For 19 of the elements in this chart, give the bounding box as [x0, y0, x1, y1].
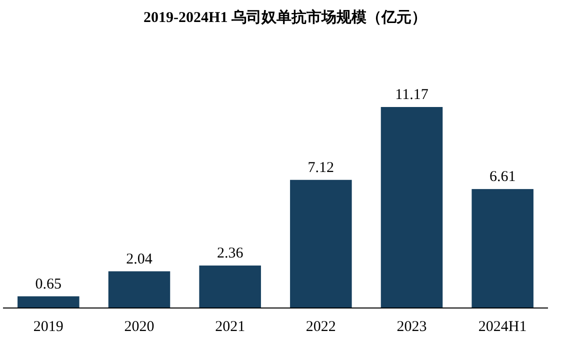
x-tick-label: 2023 — [396, 319, 427, 335]
bar — [472, 189, 534, 308]
bar — [18, 296, 80, 308]
data-label: 6.61 — [489, 169, 516, 186]
bar — [199, 266, 261, 308]
x-tick-label: 2019 — [33, 319, 64, 335]
data-label: 0.65 — [35, 276, 62, 292]
bar — [380, 107, 443, 308]
x-tick-label: 2021 — [215, 319, 246, 335]
x-tick-label: 2024H1 — [478, 319, 527, 335]
data-label: 7.12 — [308, 160, 334, 176]
bar — [290, 180, 352, 308]
bar — [108, 271, 170, 308]
x-tick-label: 2022 — [306, 319, 336, 335]
data-label: 2.36 — [216, 246, 244, 262]
data-label: 11.17 — [395, 87, 429, 103]
x-tick-label: 2020 — [124, 319, 154, 335]
data-label: 2.04 — [126, 251, 153, 268]
chart-title: 2019-2024H1 乌司奴单抗市场规模（亿元） — [144, 8, 426, 26]
